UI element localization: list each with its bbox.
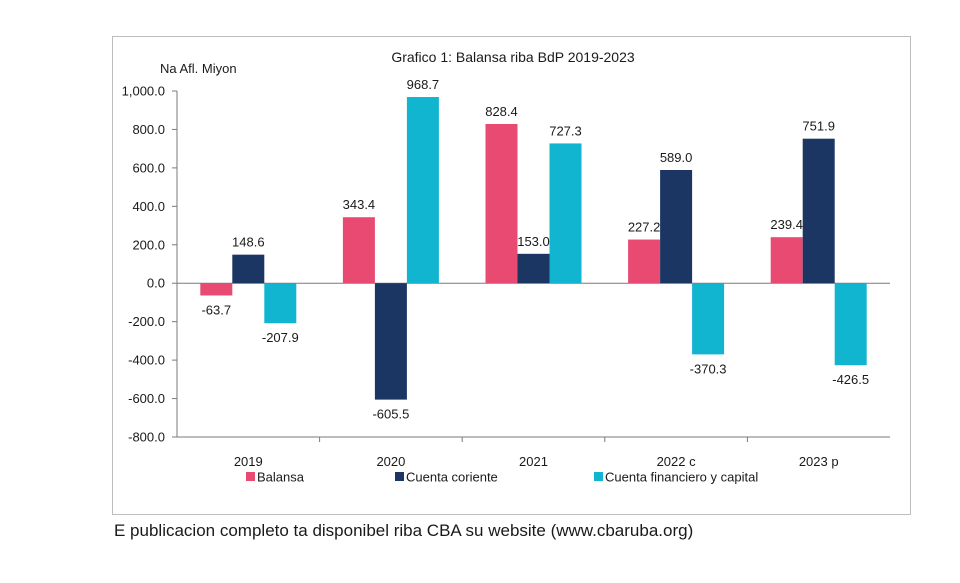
legend-label: Balansa xyxy=(257,470,305,485)
bar xyxy=(264,283,297,324)
bars xyxy=(200,97,867,400)
data-label: 343.4 xyxy=(343,197,376,212)
bar xyxy=(406,97,439,284)
legend-label: Cuenta financiero y capital xyxy=(605,470,758,485)
bar xyxy=(342,217,375,284)
x-category-label: 2022 c xyxy=(657,454,697,469)
legend-swatch xyxy=(594,472,603,481)
bar xyxy=(660,170,693,284)
data-label: -426.5 xyxy=(832,372,869,387)
y-tick-label: -600.0 xyxy=(128,391,165,406)
y-tick-label: 200.0 xyxy=(132,237,165,252)
y-tick-label: -200.0 xyxy=(128,314,165,329)
data-label: -207.9 xyxy=(262,330,299,345)
legend-swatch xyxy=(246,472,255,481)
y-tick-label: 1,000.0 xyxy=(122,84,165,99)
data-label: 727.3 xyxy=(549,123,582,138)
bar xyxy=(834,283,867,366)
data-label: 227.2 xyxy=(628,220,661,235)
x-category-label: 2021 xyxy=(519,454,548,469)
x-category-label: 2020 xyxy=(376,454,405,469)
legend: Balansa Cuenta coriente Cuenta financiero … xyxy=(246,470,758,485)
publication-caption: E publicacion completo ta disponibel rib… xyxy=(114,521,694,540)
y-tick-label: -400.0 xyxy=(128,353,165,368)
x-category-label: 2019 xyxy=(234,454,263,469)
x-category-label: 2023 p xyxy=(799,454,839,469)
data-label: 751.9 xyxy=(802,119,835,134)
data-label: -370.3 xyxy=(690,361,727,376)
bar xyxy=(628,239,661,284)
data-label: 153.0 xyxy=(517,234,550,249)
bar xyxy=(485,123,518,284)
bar xyxy=(200,283,233,296)
bar xyxy=(770,237,803,284)
data-label: 589.0 xyxy=(660,150,693,165)
data-label: -63.7 xyxy=(201,302,231,317)
legend-swatch xyxy=(395,472,404,481)
data-label: 239.4 xyxy=(770,217,803,232)
bar xyxy=(517,253,550,284)
chart-title: Grafico 1: Balansa riba BdP 2019-2023 xyxy=(391,49,635,65)
bar xyxy=(802,138,835,284)
unit-label: Na Afl. Miyon xyxy=(160,61,237,76)
bar xyxy=(374,283,407,400)
data-label: -605.5 xyxy=(372,407,409,422)
data-label: 148.6 xyxy=(232,235,265,250)
data-label: 968.7 xyxy=(407,77,440,92)
data-label: 828.4 xyxy=(485,104,518,119)
y-tick-label: -800.0 xyxy=(128,430,165,445)
axes: 1,000.0 800.0 600.0 400.0 200.0 0.0 -200.0 -400… xyxy=(122,84,890,469)
bar xyxy=(232,254,265,284)
y-tick-label: 800.0 xyxy=(132,122,165,137)
y-tick-label: 0.0 xyxy=(147,276,165,291)
bar xyxy=(692,283,725,355)
data-labels: -63.7 148.6 -207.9 343.4 -605.5 968.7 828.4 153… xyxy=(201,77,869,422)
y-tick-label: 400.0 xyxy=(132,199,165,214)
bar xyxy=(549,143,582,284)
legend-label: Cuenta coriente xyxy=(406,470,498,485)
y-tick-label: 600.0 xyxy=(132,160,165,175)
